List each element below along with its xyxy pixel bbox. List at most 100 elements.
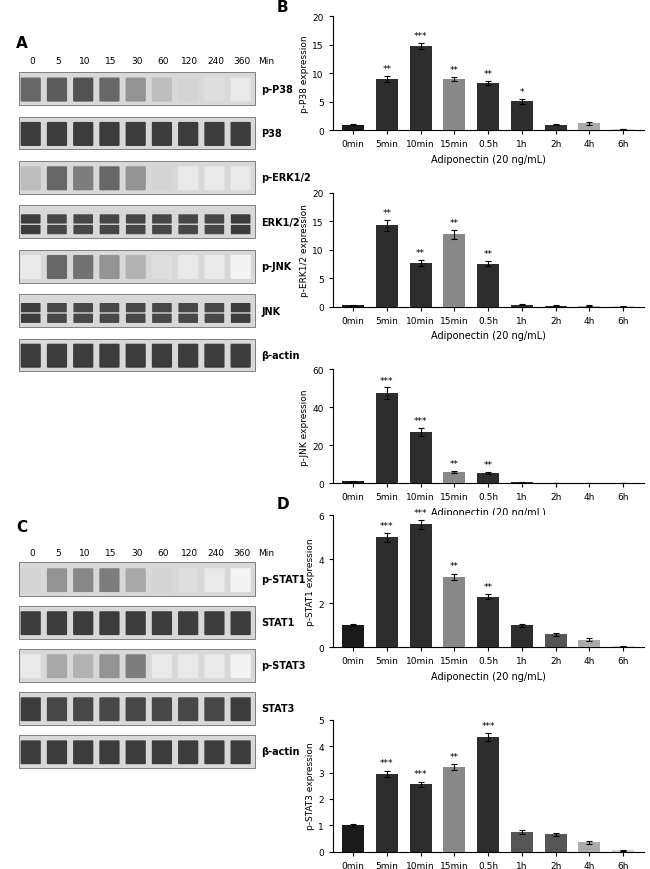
FancyBboxPatch shape: [231, 78, 251, 103]
FancyBboxPatch shape: [47, 78, 67, 103]
FancyBboxPatch shape: [152, 740, 172, 765]
FancyBboxPatch shape: [204, 740, 224, 765]
Text: 10: 10: [79, 549, 90, 558]
FancyBboxPatch shape: [21, 568, 41, 593]
FancyBboxPatch shape: [73, 226, 93, 235]
Bar: [342, 481, 364, 484]
FancyBboxPatch shape: [19, 206, 255, 239]
FancyBboxPatch shape: [19, 295, 255, 328]
FancyBboxPatch shape: [21, 698, 41, 721]
Y-axis label: p-STAT3 expression: p-STAT3 expression: [306, 742, 315, 830]
FancyBboxPatch shape: [205, 215, 224, 224]
FancyBboxPatch shape: [21, 255, 41, 280]
FancyBboxPatch shape: [231, 255, 251, 280]
FancyBboxPatch shape: [125, 255, 146, 280]
Text: ***: ***: [414, 508, 427, 517]
Text: **: **: [416, 249, 425, 258]
FancyBboxPatch shape: [125, 167, 146, 191]
FancyBboxPatch shape: [178, 78, 198, 103]
Bar: [477, 264, 499, 308]
FancyBboxPatch shape: [19, 735, 255, 768]
Bar: [443, 767, 465, 852]
Text: 5: 5: [55, 57, 61, 66]
Text: β-actin: β-actin: [261, 350, 300, 361]
Text: 360: 360: [233, 57, 251, 66]
Bar: [545, 306, 567, 308]
FancyBboxPatch shape: [73, 612, 94, 635]
FancyBboxPatch shape: [47, 344, 67, 368]
Bar: [511, 305, 533, 308]
FancyBboxPatch shape: [73, 78, 94, 103]
Bar: [376, 394, 398, 484]
Bar: [376, 774, 398, 852]
Y-axis label: p-P38 expression: p-P38 expression: [300, 36, 309, 113]
FancyBboxPatch shape: [205, 315, 224, 323]
Bar: [511, 483, 533, 484]
Text: P38: P38: [261, 129, 282, 139]
Text: **: **: [450, 219, 459, 228]
FancyBboxPatch shape: [99, 78, 120, 103]
FancyBboxPatch shape: [73, 568, 94, 593]
FancyBboxPatch shape: [99, 167, 120, 191]
Bar: [477, 84, 499, 131]
Bar: [511, 103, 533, 131]
Text: β-actin: β-actin: [261, 746, 300, 757]
Text: 360: 360: [233, 549, 251, 558]
FancyBboxPatch shape: [152, 654, 172, 679]
Text: ***: ***: [380, 521, 393, 530]
FancyBboxPatch shape: [47, 654, 67, 679]
FancyBboxPatch shape: [47, 698, 67, 721]
Text: **: **: [382, 65, 391, 74]
FancyBboxPatch shape: [204, 344, 224, 368]
FancyBboxPatch shape: [73, 654, 94, 679]
FancyBboxPatch shape: [47, 226, 67, 235]
Bar: [342, 306, 364, 308]
FancyBboxPatch shape: [99, 654, 120, 679]
FancyBboxPatch shape: [21, 740, 41, 765]
FancyBboxPatch shape: [19, 162, 255, 195]
FancyBboxPatch shape: [178, 303, 198, 313]
Text: ERK1/2: ERK1/2: [261, 217, 300, 228]
Bar: [578, 842, 601, 852]
Bar: [477, 474, 499, 484]
Text: A: A: [16, 36, 27, 51]
FancyBboxPatch shape: [126, 215, 146, 224]
Text: Min: Min: [258, 57, 274, 66]
FancyBboxPatch shape: [152, 78, 172, 103]
FancyBboxPatch shape: [152, 612, 172, 635]
FancyBboxPatch shape: [204, 568, 224, 593]
FancyBboxPatch shape: [19, 250, 255, 283]
FancyBboxPatch shape: [21, 315, 40, 323]
X-axis label: Adiponectin (20 ng/mL): Adiponectin (20 ng/mL): [431, 671, 545, 681]
Text: C: C: [16, 519, 27, 534]
Text: B: B: [277, 0, 289, 16]
FancyBboxPatch shape: [47, 215, 67, 224]
Text: 120: 120: [181, 549, 198, 558]
Text: **: **: [450, 752, 459, 761]
FancyBboxPatch shape: [231, 740, 251, 765]
Text: p-STAT3: p-STAT3: [261, 660, 306, 671]
FancyBboxPatch shape: [231, 215, 250, 224]
FancyBboxPatch shape: [125, 123, 146, 147]
Bar: [443, 577, 465, 647]
FancyBboxPatch shape: [73, 255, 94, 280]
FancyBboxPatch shape: [21, 344, 41, 368]
Bar: [578, 124, 601, 131]
Text: ***: ***: [482, 720, 495, 730]
Text: 0: 0: [29, 549, 35, 558]
FancyBboxPatch shape: [21, 167, 41, 191]
FancyBboxPatch shape: [126, 303, 146, 313]
X-axis label: Adiponectin (20 ng/mL): Adiponectin (20 ng/mL): [431, 155, 545, 164]
FancyBboxPatch shape: [125, 568, 146, 593]
Text: **: **: [450, 460, 459, 468]
Y-axis label: p-STAT1 expression: p-STAT1 expression: [306, 538, 315, 626]
FancyBboxPatch shape: [205, 303, 224, 313]
FancyBboxPatch shape: [99, 612, 120, 635]
FancyBboxPatch shape: [231, 612, 251, 635]
FancyBboxPatch shape: [47, 303, 67, 313]
FancyBboxPatch shape: [205, 226, 224, 235]
FancyBboxPatch shape: [99, 123, 120, 147]
FancyBboxPatch shape: [99, 740, 120, 765]
FancyBboxPatch shape: [231, 654, 251, 679]
FancyBboxPatch shape: [73, 315, 93, 323]
